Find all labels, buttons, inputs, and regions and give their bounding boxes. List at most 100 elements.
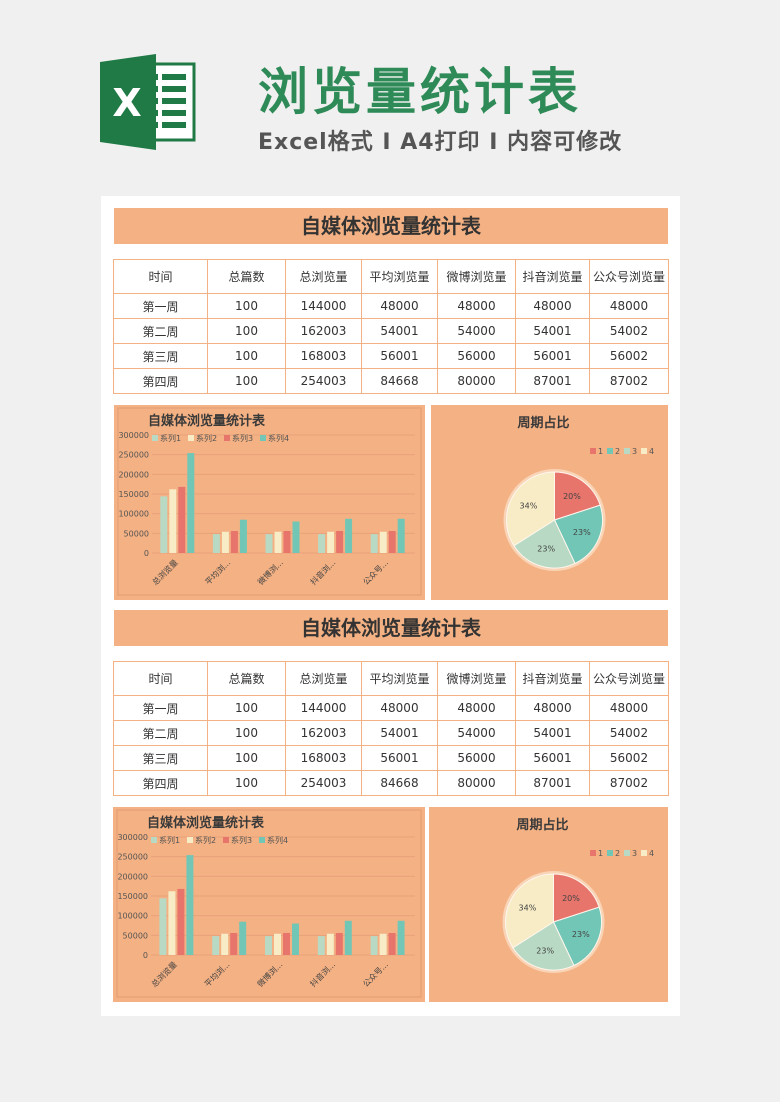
page-header: X 浏览量统计表 Excel格式 I A4打印 I 内容可修改	[0, 0, 780, 190]
bar	[178, 486, 186, 553]
x-tick-label: 抖音浏...	[308, 557, 337, 586]
pie-slice	[553, 504, 603, 565]
legend-swatch	[624, 850, 630, 856]
legend-label: 4	[649, 849, 654, 858]
table-row: 第三周 100 168003 56001 56000 56001 56002	[113, 343, 669, 369]
table-cell: 56002	[589, 745, 669, 771]
column-header: 平均浏览量	[361, 259, 438, 294]
table-cell: 54001	[515, 318, 590, 344]
column-header: 抖音浏览量	[515, 259, 590, 294]
table-cell: 第三周	[113, 343, 208, 369]
bar	[344, 920, 352, 955]
table-cell: 162003	[285, 318, 362, 344]
table-cell: 56000	[437, 343, 516, 369]
section-2-table: 时间 总篇数 总浏览量 平均浏览量 微博浏览量 抖音浏览量 公众号浏览量 第一周…	[113, 661, 669, 796]
bar	[379, 531, 387, 553]
legend-swatch	[223, 837, 229, 843]
pie-slice-label: 23%	[573, 528, 591, 537]
table-cell: 87002	[589, 770, 669, 796]
bar	[169, 489, 177, 553]
bar	[177, 888, 185, 955]
excel-logo-icon: X	[100, 54, 196, 150]
y-tick-label: 50000	[123, 931, 148, 940]
y-tick-label: 300000	[117, 833, 148, 842]
bar	[212, 534, 220, 553]
legend-swatch	[188, 435, 194, 441]
bar	[187, 453, 195, 553]
bar	[397, 518, 405, 553]
table-cell: 84668	[361, 770, 438, 796]
bar	[388, 932, 396, 955]
column-header: 时间	[113, 661, 208, 696]
column-header: 总浏览量	[285, 661, 362, 696]
pie-slice	[512, 921, 575, 971]
chart-frame	[116, 809, 422, 998]
y-tick-label: 0	[144, 549, 149, 558]
table-cell: 48000	[437, 695, 516, 721]
bar	[160, 496, 168, 553]
bar	[221, 531, 229, 553]
table-cell: 100	[207, 368, 286, 394]
table-cell: 100	[207, 720, 286, 746]
legend-label: 系列1	[159, 835, 180, 845]
y-tick-label: 250000	[117, 853, 148, 862]
bar	[292, 923, 299, 955]
chart-title: 自媒体浏览量统计表	[148, 413, 266, 429]
x-tick-label: 微博浏...	[255, 959, 284, 988]
legend-swatch	[259, 837, 265, 843]
bar	[265, 936, 272, 955]
pie-chart: 周期占比 1 2 3 4 20% 23% 23% 34%	[503, 415, 654, 571]
column-header: 平均浏览量	[361, 661, 438, 696]
x-tick-label: 公众号...	[361, 960, 390, 989]
bar	[397, 920, 405, 955]
pie-slice	[506, 471, 555, 547]
legend-label: 2	[615, 447, 620, 456]
pie-slice-label: 23%	[537, 545, 555, 554]
table-cell: 168003	[285, 745, 362, 771]
legend-swatch	[607, 850, 613, 856]
page-title: 浏览量统计表	[258, 63, 582, 121]
legend-label: 系列3	[232, 433, 253, 443]
x-tick-label: 平均浏...	[202, 959, 231, 988]
table-cell: 100	[207, 293, 286, 319]
pie-slice-label: 20%	[562, 894, 580, 903]
table-cell: 第一周	[113, 695, 208, 721]
table-cell: 56000	[437, 745, 516, 771]
table-cell: 80000	[437, 368, 516, 394]
table-row: 第二周 100 162003 54001 54000 54001 54002	[113, 720, 669, 746]
bar	[370, 936, 378, 955]
y-tick-label: 100000	[117, 912, 148, 921]
x-tick-label: 平均浏...	[203, 557, 232, 586]
section-2-title: 自媒体浏览量统计表	[114, 610, 668, 646]
table-cell: 100	[207, 770, 286, 796]
table-cell: 54002	[589, 720, 669, 746]
table-cell: 56001	[515, 745, 590, 771]
bar	[336, 530, 344, 553]
pie-slice	[554, 471, 601, 521]
bar	[388, 530, 396, 553]
table-cell: 80000	[437, 770, 516, 796]
table-cell: 100	[207, 745, 286, 771]
y-tick-label: 0	[143, 951, 148, 960]
legend-swatch	[590, 448, 596, 454]
table-cell: 48000	[515, 293, 590, 319]
table-cell: 第一周	[113, 293, 208, 319]
table-row: 第二周 100 162003 54001 54000 54001 54002	[113, 318, 669, 344]
bar	[186, 855, 194, 955]
bar	[230, 932, 238, 955]
table-cell: 56002	[589, 343, 669, 369]
legend-label: 系列2	[196, 433, 217, 443]
y-tick-label: 300000	[118, 431, 149, 440]
legend-swatch	[641, 850, 647, 856]
table-cell: 第二周	[113, 720, 208, 746]
legend-swatch	[607, 448, 613, 454]
bar-chart-panel: 自媒体浏览量统计表 0 50000 100000 150000 200000 250000 3…	[113, 807, 425, 1002]
table-row: 第一周 100 144000 48000 48000 48000 48000	[113, 293, 669, 319]
legend-label: 1	[598, 447, 603, 456]
column-header: 微博浏览量	[437, 259, 516, 294]
section-1-table: 时间 总篇数 总浏览量 平均浏览量 微博浏览量 抖音浏览量 公众号浏览量 第一周…	[113, 259, 669, 394]
chart-frame	[117, 407, 422, 596]
column-header: 抖音浏览量	[515, 661, 590, 696]
table-cell: 87002	[589, 368, 669, 394]
pie-chart-panel: 周期占比 1 2 3 4 20% 23% 23% 34%	[431, 405, 668, 600]
